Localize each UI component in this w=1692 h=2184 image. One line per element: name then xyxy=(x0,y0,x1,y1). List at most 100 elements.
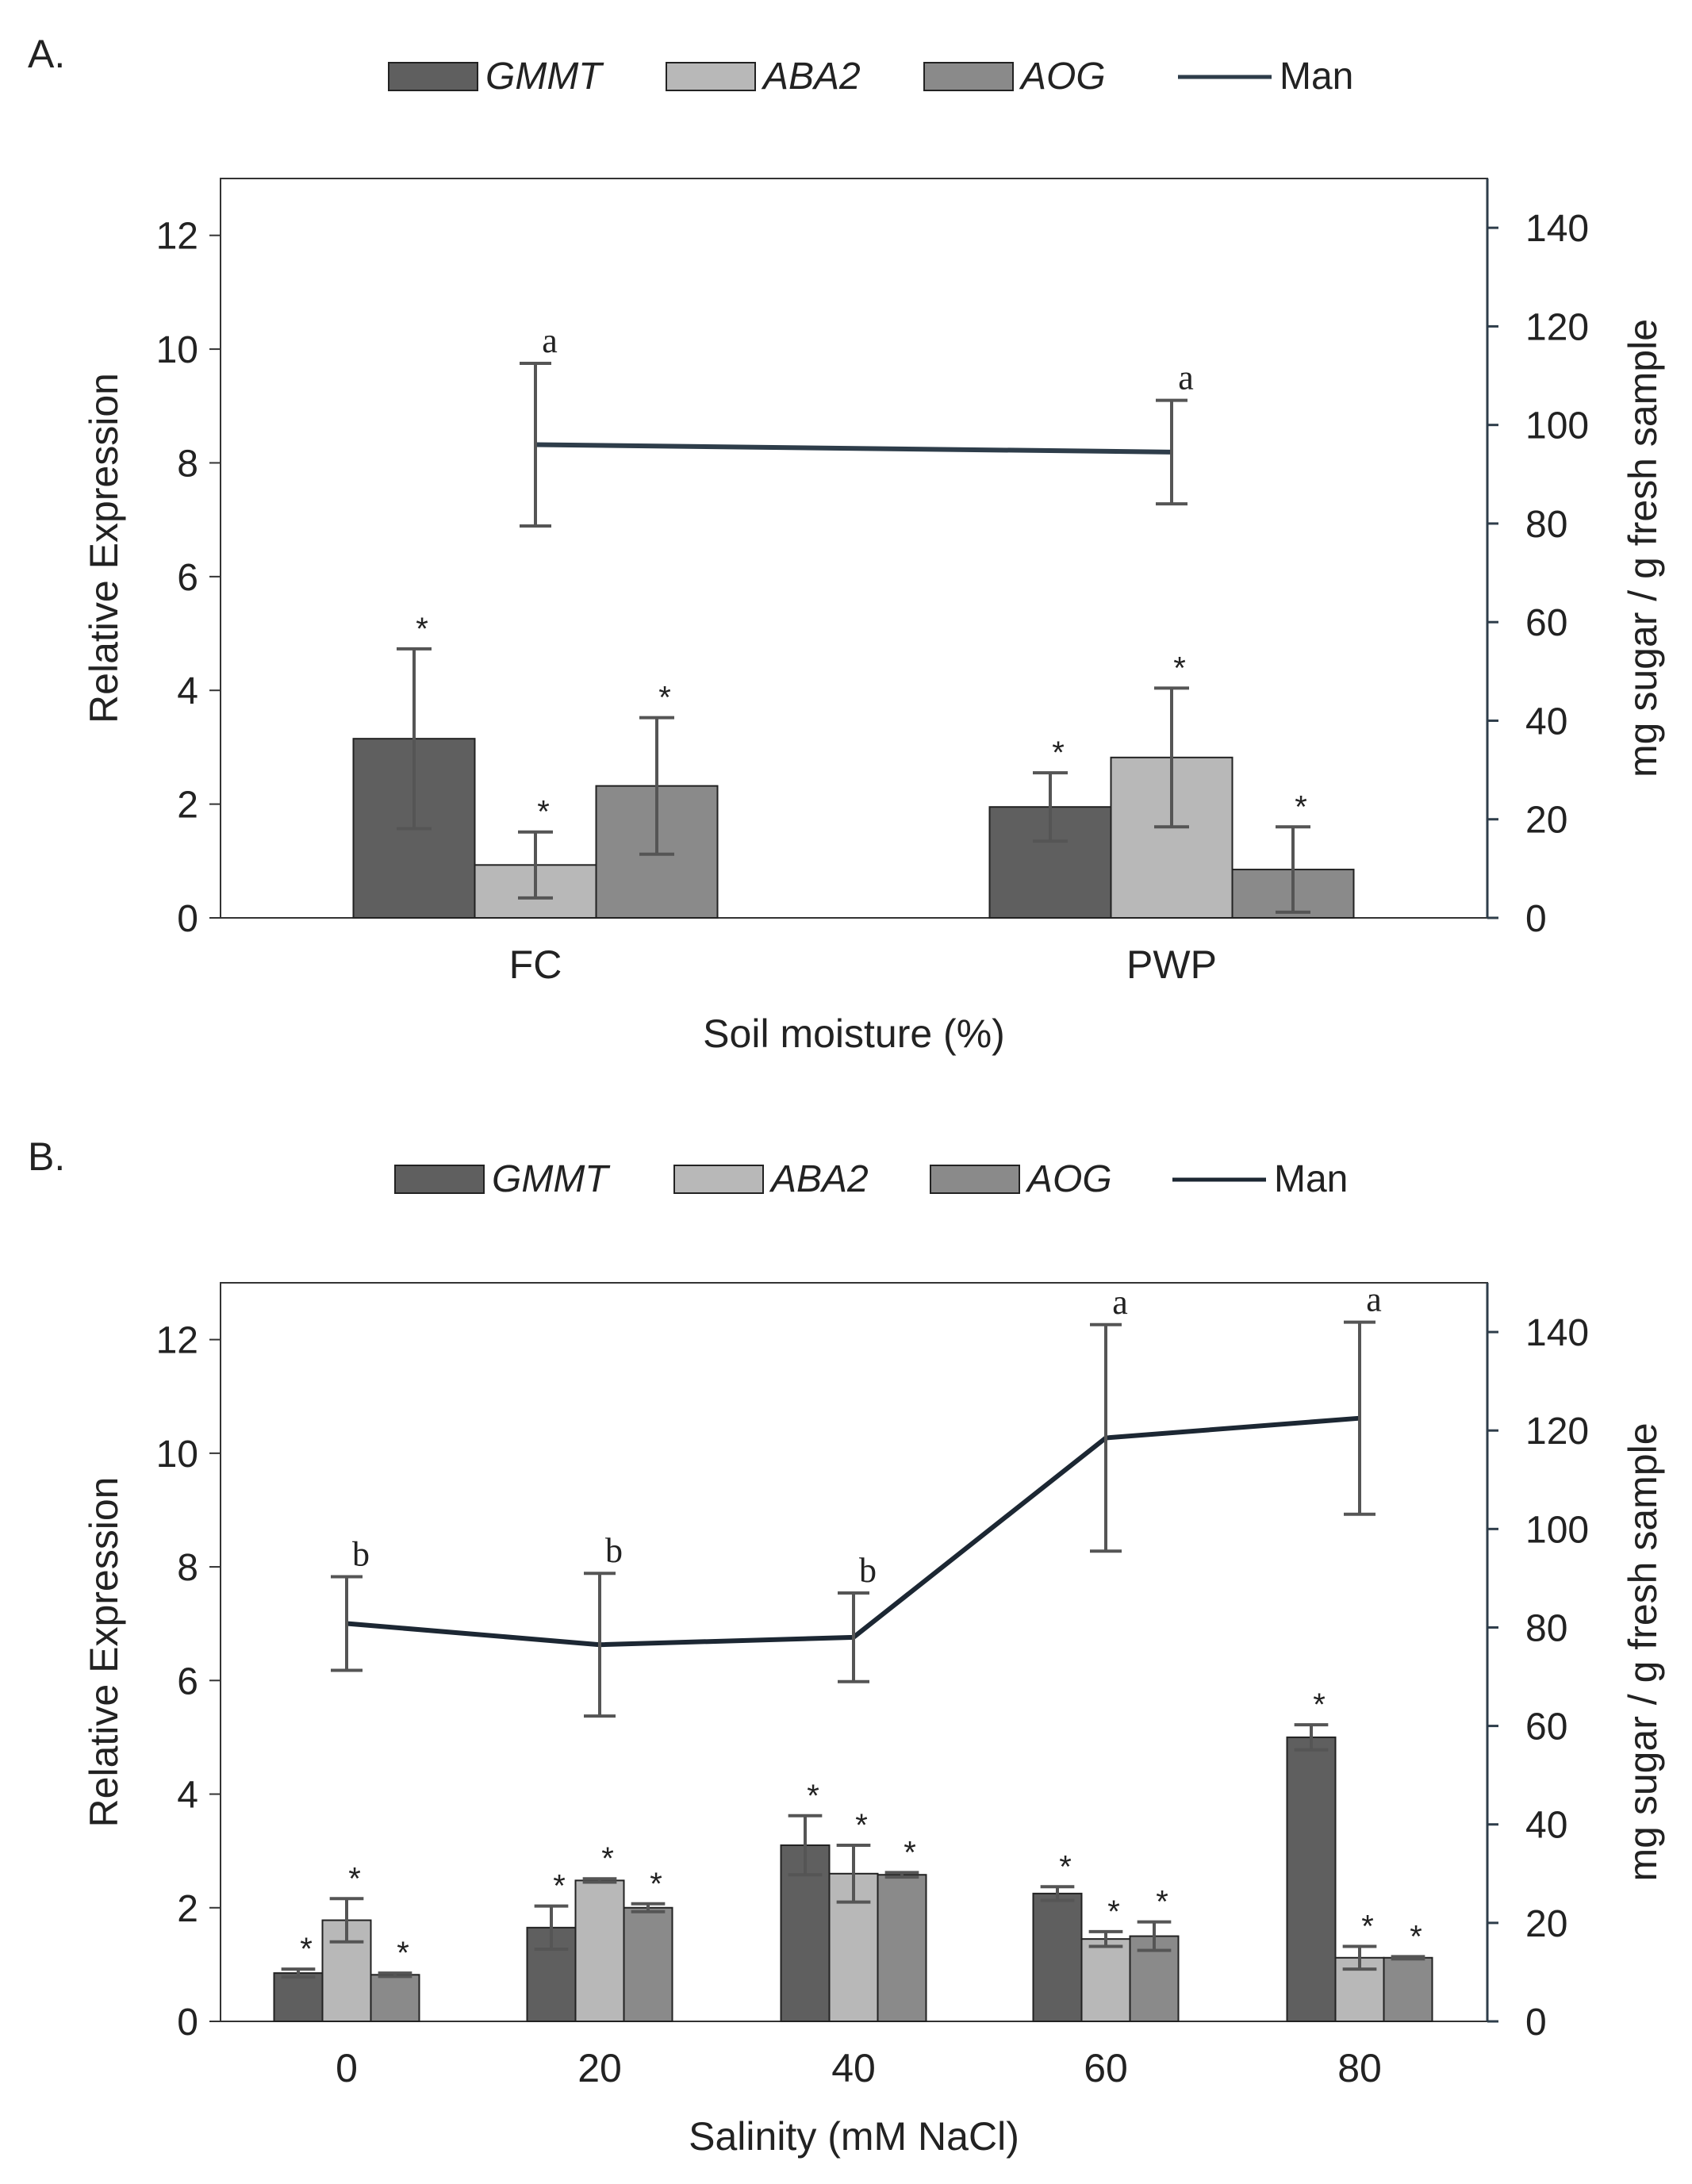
man-letter-mark: a xyxy=(1112,1283,1128,1322)
significance-mark: * xyxy=(553,1869,566,1904)
man-letter-mark: a xyxy=(1366,1280,1382,1319)
y-tick-label: 8 xyxy=(177,1547,198,1589)
significance-mark: * xyxy=(416,612,428,647)
y2-tick-label: 60 xyxy=(1525,1706,1567,1748)
y2-tick-label: 80 xyxy=(1525,1607,1567,1649)
significance-mark: * xyxy=(904,1835,916,1870)
significance-mark: * xyxy=(1173,651,1186,685)
y2-tick-label: 140 xyxy=(1525,1312,1589,1354)
y2-tick-label: 40 xyxy=(1525,700,1567,743)
significance-mark: * xyxy=(1107,1894,1120,1929)
y2-axis-title: mg sugar / g fresh sample xyxy=(1621,1422,1665,1881)
y-tick-label: 2 xyxy=(177,1888,198,1930)
legend-label-aog: AOG xyxy=(1025,1158,1112,1200)
x-tick-label: 0 xyxy=(336,2046,358,2090)
legend-swatch-aba2 xyxy=(673,1165,764,1194)
man-letter-mark: a xyxy=(1178,359,1194,397)
x-tick-label: FC xyxy=(509,942,562,987)
y2-tick-label: 0 xyxy=(1525,898,1547,940)
significance-mark: * xyxy=(1059,1849,1072,1884)
x-axis-title: Soil moisture (%) xyxy=(703,1011,1005,1056)
legend-label-gmmt: GMMT xyxy=(492,1158,611,1200)
bar-aog xyxy=(877,1874,927,2023)
bar-aog xyxy=(623,1906,673,2023)
panel-label: B. xyxy=(28,1134,65,1179)
significance-mark: * xyxy=(537,795,550,830)
legend-swatch-gmmt xyxy=(394,1165,485,1194)
y2-tick-label: 100 xyxy=(1525,405,1589,447)
y2-tick-label: 0 xyxy=(1525,2002,1547,2044)
significance-mark: * xyxy=(855,1808,868,1843)
legend-swatch-aog xyxy=(930,1165,1020,1194)
legend-swatch-aog xyxy=(923,62,1014,91)
significance-mark: * xyxy=(1052,735,1065,770)
x-axis-title: Salinity (mM NaCl) xyxy=(689,2114,1019,2159)
significance-mark: * xyxy=(807,1779,819,1814)
y-tick-label: 8 xyxy=(177,443,198,485)
y2-tick-label: 120 xyxy=(1525,306,1589,348)
y2-tick-label: 60 xyxy=(1525,602,1567,644)
man-letter-mark: b xyxy=(352,1535,370,1574)
chart-panel-1: A.GMMT ABA2 AOG Man024681012020406080100120… xyxy=(28,32,1665,1056)
legend-label-gmmt: GMMT xyxy=(485,56,604,98)
legend-label-aba2: ABA2 xyxy=(761,56,861,98)
y-tick-label: 10 xyxy=(156,329,198,371)
man-letter-mark: b xyxy=(605,1531,623,1570)
y-tick-label: 0 xyxy=(177,898,198,940)
y-tick-label: 0 xyxy=(177,2002,198,2044)
legend-label-man: Man xyxy=(1274,1158,1348,1200)
bar-gmmt xyxy=(273,1972,324,2023)
y2-tick-label: 20 xyxy=(1525,800,1567,842)
y-tick-label: 10 xyxy=(156,1434,198,1476)
significance-mark: * xyxy=(1361,1909,1374,1944)
man-line xyxy=(535,442,1172,455)
bar-aba2 xyxy=(1080,1938,1131,2023)
y2-tick-label: 120 xyxy=(1525,1411,1589,1453)
y2-tick-label: 100 xyxy=(1525,1509,1589,1551)
significance-mark: * xyxy=(601,1841,614,1876)
y-tick-label: 2 xyxy=(177,785,198,827)
legend-label-aba2: ABA2 xyxy=(769,1158,869,1200)
significance-mark: * xyxy=(397,1936,409,1971)
y-axis-title: Relative Expression xyxy=(82,1477,126,1828)
significance-mark: * xyxy=(658,681,671,716)
legend: GMMT ABA2 AOG Man xyxy=(388,56,1353,98)
legend: GMMT ABA2 AOG Man xyxy=(394,1158,1348,1200)
legend-swatch-aba2 xyxy=(666,62,756,91)
significance-mark: * xyxy=(1156,1885,1168,1920)
y2-tick-label: 140 xyxy=(1525,208,1589,250)
x-tick-label: 80 xyxy=(1337,2046,1382,2090)
man-letter-mark: b xyxy=(859,1551,877,1590)
y-tick-label: 12 xyxy=(156,216,198,258)
bar-gmmt xyxy=(1286,1736,1337,2023)
y2-tick-label: 40 xyxy=(1525,1805,1567,1847)
y-tick-label: 12 xyxy=(156,1320,198,1362)
significance-mark: * xyxy=(650,1867,662,1902)
bar-gmmt xyxy=(1032,1892,1083,2023)
bar-aog xyxy=(1383,1956,1433,2022)
bar-aog xyxy=(370,1974,420,2023)
y2-tick-label: 20 xyxy=(1525,1903,1567,1945)
man-letter-mark: a xyxy=(542,321,558,360)
significance-mark: * xyxy=(300,1932,313,1967)
bar-aba2 xyxy=(574,1879,625,2022)
x-tick-label: PWP xyxy=(1126,942,1217,987)
significance-mark: * xyxy=(1410,1919,1422,1954)
significance-mark: * xyxy=(1295,789,1307,824)
significance-mark: * xyxy=(1313,1687,1326,1722)
panel-label: A. xyxy=(28,32,65,76)
y-tick-label: 6 xyxy=(177,1660,198,1702)
y-tick-label: 4 xyxy=(177,670,198,712)
legend-label-man: Man xyxy=(1280,56,1353,98)
y2-axis-title: mg sugar / g fresh sample xyxy=(1621,319,1665,777)
legend-swatch-gmmt xyxy=(388,62,478,91)
chart-panel-2: B.GMMT ABA2 AOG Man024681012020406080100120… xyxy=(28,1134,1665,2159)
y2-tick-label: 80 xyxy=(1525,504,1567,546)
y-axis-title: Relative Expression xyxy=(82,373,126,724)
y-tick-label: 4 xyxy=(177,1775,198,1817)
x-tick-label: 20 xyxy=(577,2046,622,2090)
legend-label-aog: AOG xyxy=(1019,56,1106,98)
x-tick-label: 40 xyxy=(831,2046,876,2090)
x-tick-label: 60 xyxy=(1084,2046,1128,2090)
